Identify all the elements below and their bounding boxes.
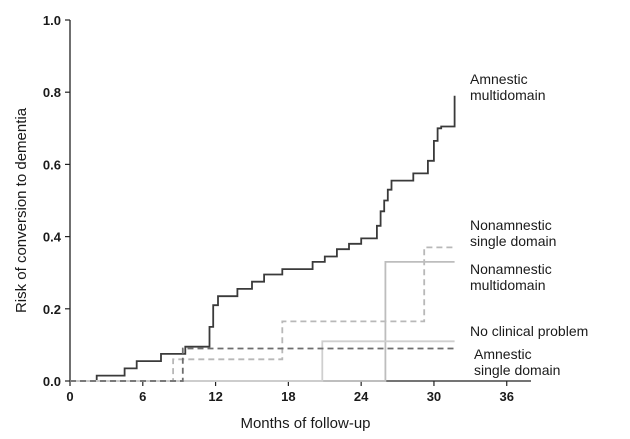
y-tick-label: 0.0 <box>43 374 61 389</box>
x-tick-label: 24 <box>354 389 369 404</box>
x-tick-label: 0 <box>66 389 73 404</box>
series-label-0: Amnestic multidomain <box>470 71 545 103</box>
series-label-3: No clinical problem <box>470 323 588 339</box>
series-line-3 <box>70 340 455 382</box>
x-tick-label: 36 <box>500 389 514 404</box>
y-tick-label: 0.2 <box>43 302 61 317</box>
x-tick-label: 12 <box>208 389 222 404</box>
series-line-2 <box>70 261 455 382</box>
series-label-1: Nonamnestic single domain <box>470 217 556 249</box>
series-line-0 <box>70 95 456 382</box>
series-line-1 <box>70 246 455 382</box>
series-line-4 <box>70 347 455 382</box>
y-tick-label: 0.4 <box>43 230 62 245</box>
y-tick-label: 0.8 <box>43 85 61 100</box>
x-tick-label: 18 <box>281 389 295 404</box>
y-axis-title: Risk of conversion to dementia <box>13 107 30 313</box>
x-axis-title: Months of follow-up <box>240 415 370 432</box>
x-tick-label: 30 <box>427 389 441 404</box>
series-label-2: Nonamnestic multidomain <box>470 261 552 293</box>
x-tick-label: 6 <box>139 389 146 404</box>
series-label-4: Amnestic single domain <box>474 346 560 378</box>
y-tick-label: 1.0 <box>43 13 61 28</box>
y-tick-label: 0.6 <box>43 157 61 172</box>
